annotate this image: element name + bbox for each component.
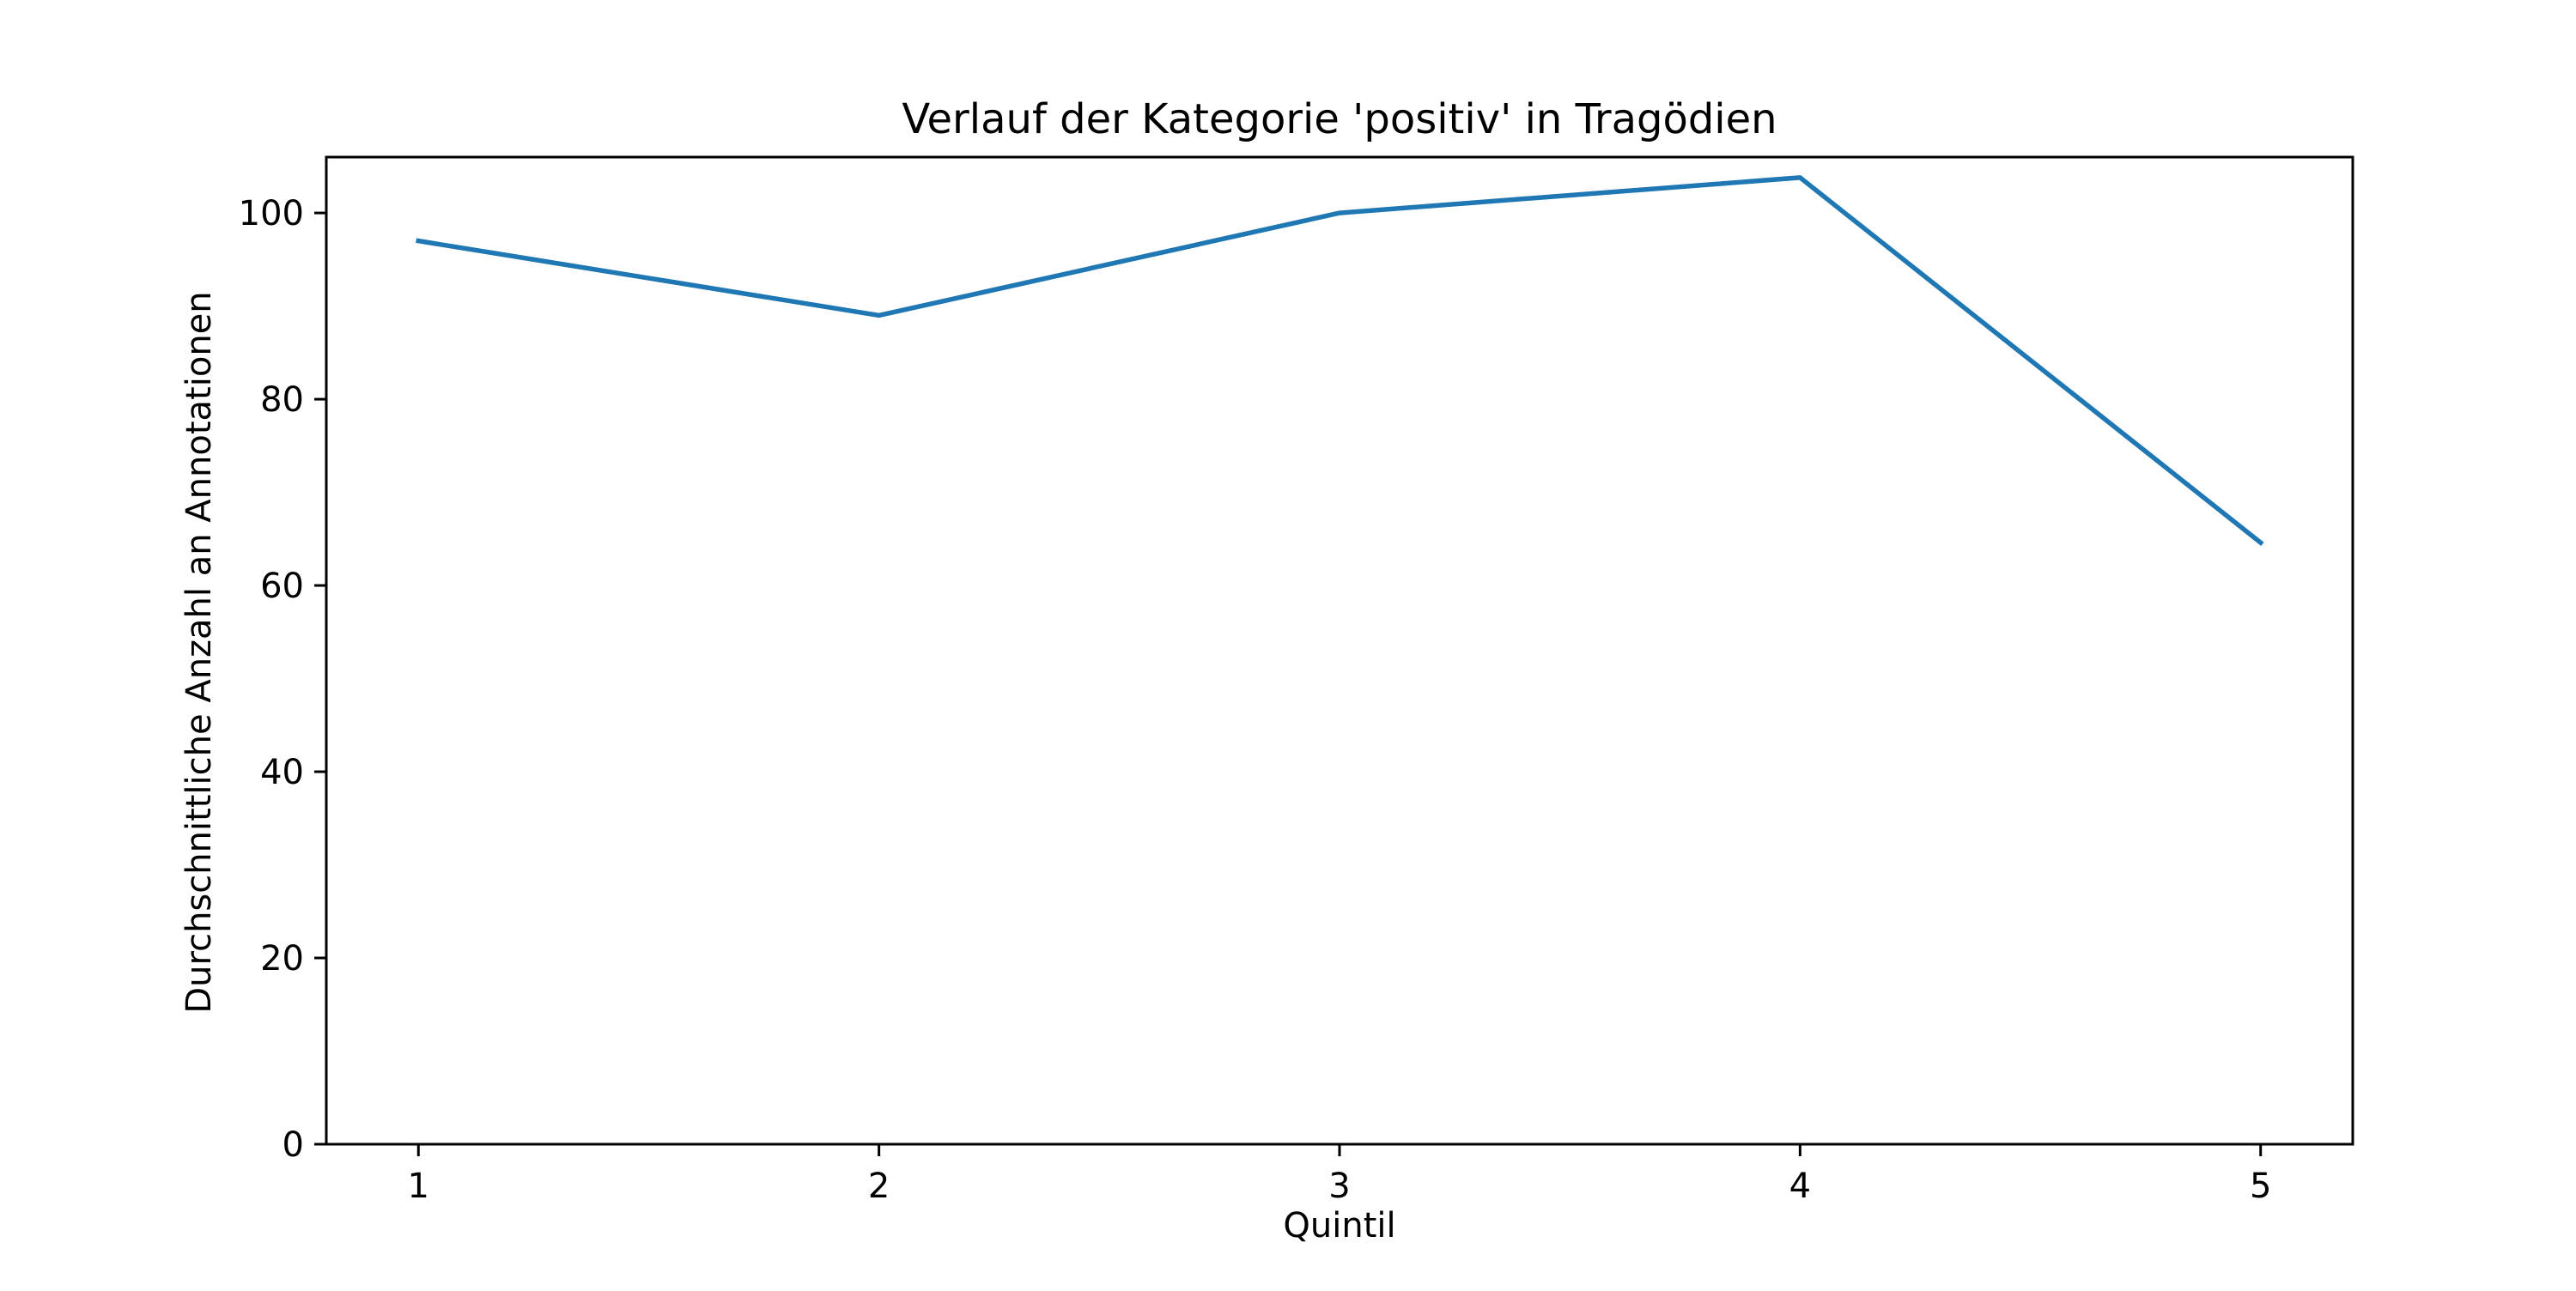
y-tick-label: 60 <box>260 567 304 606</box>
x-tick-label: 1 <box>408 1167 429 1206</box>
x-tick-label: 4 <box>1789 1167 1811 1206</box>
y-axis-label: Durchschnittliche Anzahl an Annotationen <box>179 291 219 1013</box>
data-point <box>2260 542 2262 543</box>
x-axis-ticks: 1 2 3 4 5 <box>408 1144 2271 1206</box>
data-point <box>878 314 880 316</box>
series-line <box>416 175 2264 547</box>
x-tick-label: 3 <box>1328 1167 1350 1206</box>
x-axis-label: Quintil <box>1283 1206 1395 1246</box>
y-tick-label: 80 <box>260 380 304 420</box>
y-tick-label: 100 <box>239 194 304 233</box>
y-tick-label: 20 <box>260 939 304 979</box>
y-axis-ticks: 0 20 40 60 80 100 <box>239 194 326 1165</box>
data-point <box>417 240 419 242</box>
x-tick-label: 5 <box>2250 1167 2271 1206</box>
chart-title: Verlauf der Kategorie 'positiv' in Tragö… <box>902 95 1777 143</box>
plot-area-frame <box>325 155 2354 1146</box>
x-tick-label: 2 <box>868 1167 890 1206</box>
y-tick-label: 40 <box>260 753 304 792</box>
series-layer <box>416 175 2264 547</box>
data-point <box>1799 177 1801 179</box>
y-tick-label: 0 <box>283 1125 304 1165</box>
